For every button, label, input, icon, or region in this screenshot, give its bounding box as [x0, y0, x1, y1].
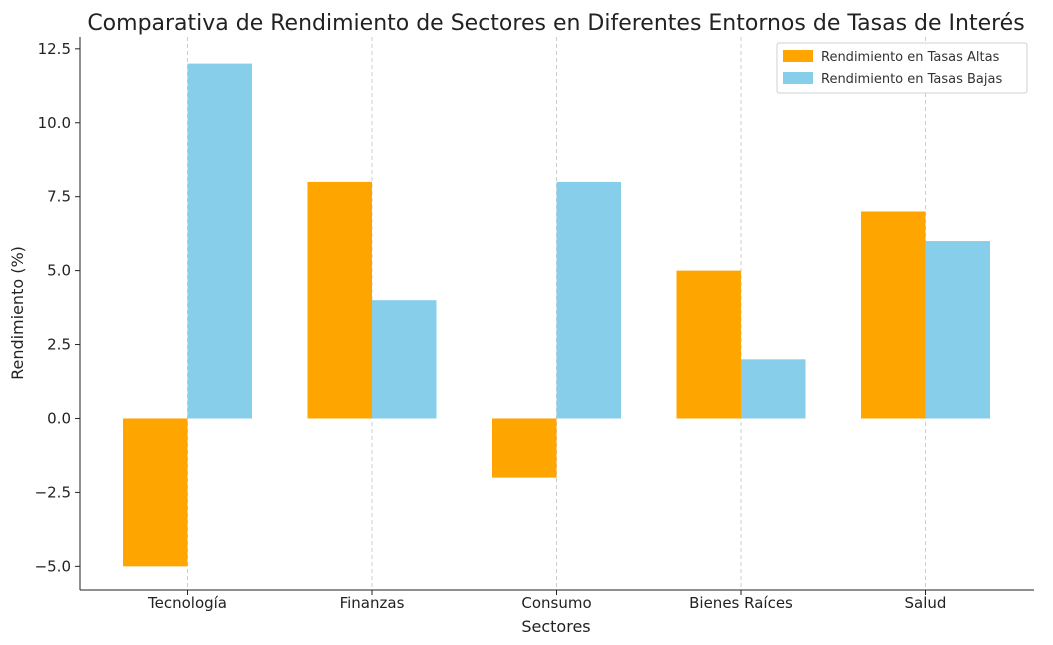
x-axis-label: Sectores: [521, 617, 590, 636]
bar-tasas-bajas-1: [372, 300, 437, 419]
bars: [123, 63, 990, 567]
chart-title: Comparativa de Rendimiento de Sectores e…: [87, 11, 1024, 36]
bar-tasas-altas-4: [861, 211, 926, 419]
y-tick-label: 2.5: [47, 336, 71, 354]
y-tick-label: 0.0: [47, 409, 71, 427]
x-axis-ticks: Tecnología Finanzas Consumo Bienes Raíces Sa…: [147, 590, 946, 612]
y-axis-ticks: −5.0 −2.5 0.0 2.5 5.0 7.5 10.0 12.5: [35, 40, 80, 575]
bar-tasas-bajas-4: [925, 241, 990, 419]
x-tick-label: Salud: [905, 594, 947, 612]
y-tick-label: 10.0: [38, 114, 71, 132]
legend: Rendimiento en Tasas Altas Rendimiento en…: [776, 42, 1028, 94]
y-tick-label: 12.5: [38, 40, 71, 58]
y-tick-label: 7.5: [47, 188, 71, 206]
x-tick-label: Consumo: [521, 594, 591, 612]
legend-swatch: [783, 50, 813, 62]
bar-tasas-altas-1: [307, 181, 372, 419]
bar-tasas-bajas-3: [741, 359, 806, 419]
x-tick-label: Bienes Raíces: [689, 594, 793, 612]
bar-tasas-altas-0: [123, 418, 188, 567]
y-tick-label: −5.0: [35, 557, 71, 575]
bar-tasas-altas-3: [676, 270, 741, 419]
legend-box: [776, 42, 1028, 94]
y-tick-label: 5.0: [47, 262, 71, 280]
y-axis-label: Rendimiento (%): [8, 246, 27, 380]
legend-label: Rendimiento en Tasas Bajas: [821, 72, 1002, 87]
bar-tasas-bajas-0: [187, 63, 252, 419]
y-tick-label: −2.5: [35, 483, 71, 501]
legend-label: Rendimiento en Tasas Altas: [821, 50, 1000, 65]
x-tick-label: Tecnología: [147, 594, 227, 612]
bar-tasas-altas-2: [492, 418, 557, 478]
x-tick-label: Finanzas: [340, 594, 405, 612]
bar-tasas-bajas-2: [556, 181, 621, 419]
legend-swatch: [783, 72, 813, 84]
